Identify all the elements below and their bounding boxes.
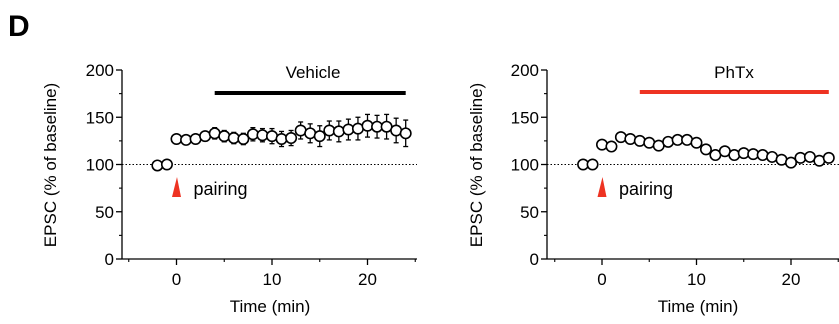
- pairing-label: pairing: [619, 179, 673, 199]
- data-point: [756, 149, 769, 162]
- panel-letter: D: [8, 10, 30, 43]
- data-point: [822, 151, 835, 164]
- x-tick-label: 10: [687, 270, 706, 289]
- y-tick-label: 100: [86, 156, 114, 175]
- data-point: [699, 143, 712, 156]
- data-point: [332, 125, 345, 138]
- data-point: [285, 132, 298, 145]
- data-point: [605, 140, 618, 153]
- data-point: [595, 138, 608, 151]
- data-point: [690, 136, 703, 149]
- x-axis-label: Time (min): [658, 297, 739, 316]
- data-point: [662, 135, 675, 148]
- y-axis-label: EPSC (% of baseline): [41, 83, 60, 247]
- data-point: [784, 156, 797, 169]
- y-axis-label: EPSC (% of baseline): [467, 83, 486, 247]
- data-point: [586, 158, 599, 171]
- condition-label: PhTx: [714, 63, 754, 82]
- data-point: [313, 130, 326, 143]
- chart-phtx: 0 50 100 150 200 0 10 20 Time (min) EPSC (% of ba…: [467, 61, 839, 316]
- pairing-arrow: [172, 177, 181, 197]
- y-tick-label: 50: [520, 203, 539, 222]
- data-point: [728, 149, 741, 162]
- y-tick-label: 50: [95, 203, 114, 222]
- data-point: [218, 130, 231, 143]
- chart-vehicle: 0 50 100 150 200 0 10 20 Time (min) EPSC (% of ba…: [41, 61, 417, 316]
- x-tick-label: 20: [782, 270, 801, 289]
- x-tick-label: 0: [597, 270, 606, 289]
- data-point: [624, 132, 637, 145]
- y-tick-label: 0: [530, 250, 539, 269]
- x-tick-label: 0: [172, 270, 181, 289]
- data-point: [633, 134, 646, 147]
- y-tick-label: 200: [511, 61, 539, 80]
- condition-label: Vehicle: [286, 63, 341, 82]
- pairing-label: pairing: [194, 179, 248, 199]
- y-tick-label: 100: [511, 156, 539, 175]
- data-point: [160, 158, 173, 171]
- data-point: [614, 131, 627, 144]
- y-tick-label: 150: [511, 108, 539, 127]
- y-tick-label: 200: [86, 61, 114, 80]
- x-tick-label: 20: [358, 270, 377, 289]
- x-tick-label: 10: [263, 270, 282, 289]
- y-tick-label: 150: [86, 108, 114, 127]
- x-axis-label: Time (min): [230, 297, 311, 316]
- data-point: [399, 127, 412, 140]
- pairing-arrow: [597, 177, 607, 197]
- data-point: [237, 132, 250, 145]
- y-tick-label: 0: [105, 250, 114, 269]
